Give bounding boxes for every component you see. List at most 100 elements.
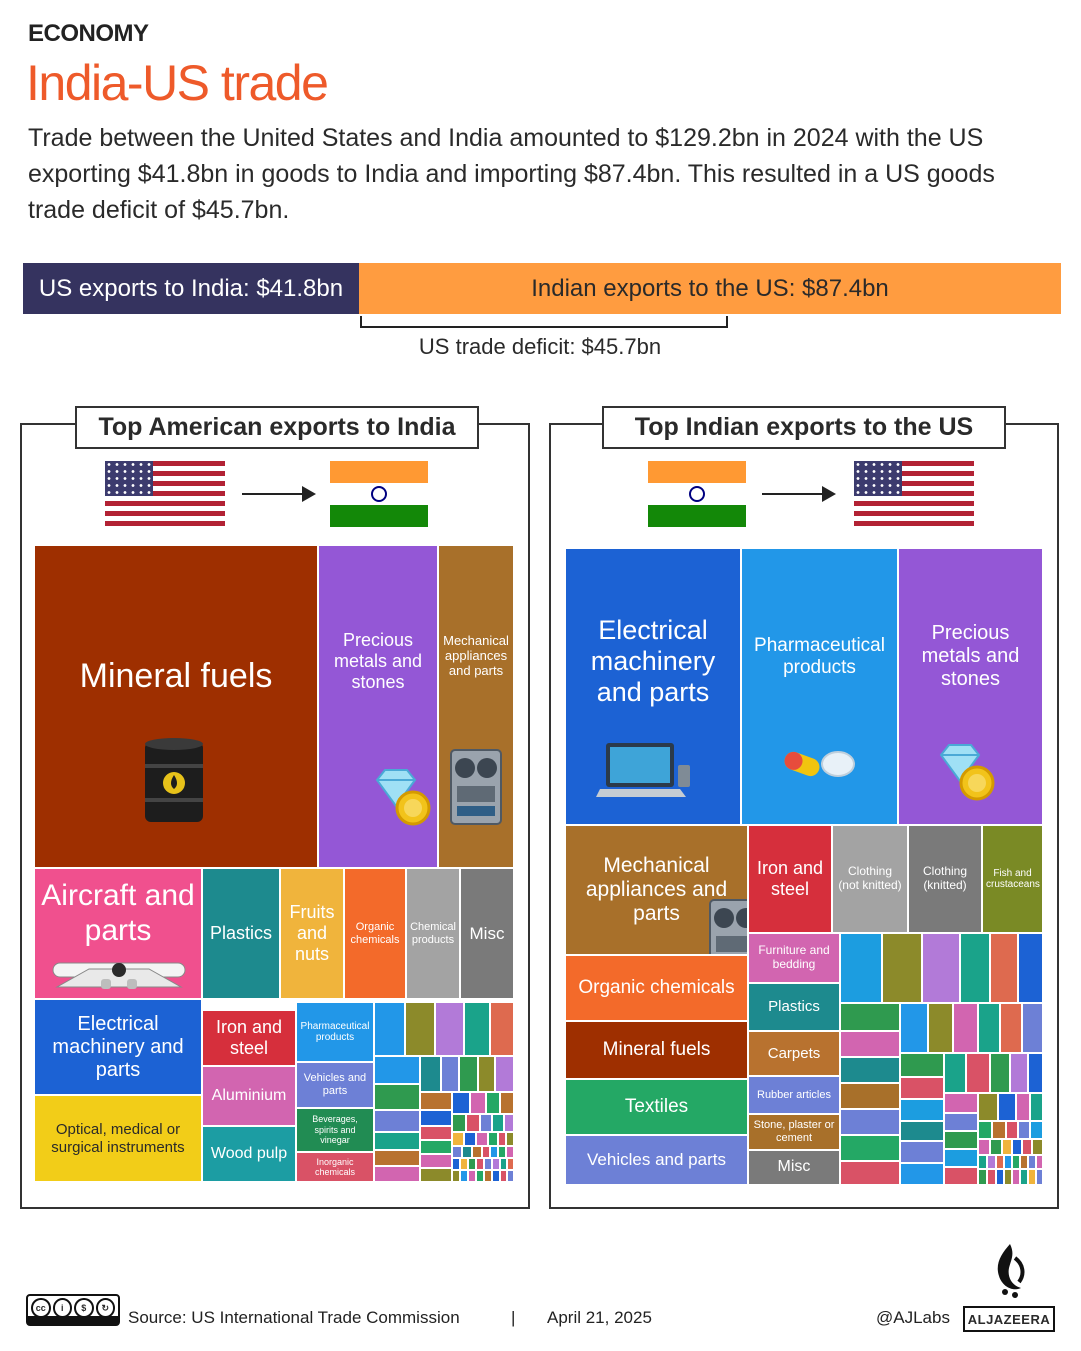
india-panel-title: Top Indian exports to the US: [602, 406, 1006, 449]
deficit-label: US trade deficit: $45.7bn: [418, 334, 662, 359]
treemap-small-cell: [405, 1002, 435, 1056]
treemap-small-cell: [498, 1146, 506, 1158]
treemap-cell-label: Mechanical appliances and parts: [443, 633, 509, 678]
treemap-cell: Chemical products: [406, 868, 460, 999]
treemap-cell: Electrical machinery and parts: [565, 548, 741, 825]
treemap-small-cell: [420, 1110, 452, 1126]
treemap-small-cell: [960, 933, 990, 1003]
treemap-small-cell: [1032, 1139, 1043, 1155]
treemap-cell: Stone, plaster or cement: [748, 1114, 840, 1150]
treemap-small-cell: [900, 1053, 944, 1077]
treemap-small-cell: [1004, 1155, 1012, 1169]
treemap-small-cell: [978, 1139, 990, 1155]
oil-barrel-icon: [139, 736, 209, 833]
treemap-small-cell: [470, 1092, 486, 1114]
treemap-cell-label: Vehicles and parts: [587, 1150, 726, 1170]
treemap-small-cell: [1028, 1169, 1036, 1185]
treemap-small-cell: [480, 1114, 492, 1132]
treemap-small-cell: [987, 1169, 996, 1185]
treemap-cell-label: Electrical machinery and parts: [590, 614, 716, 708]
treemap-small-cell: [464, 1132, 476, 1146]
treemap-small-cell: [486, 1092, 500, 1114]
treemap-small-cell: [435, 1002, 464, 1056]
treemap-cell-label: Precious metals and stones: [921, 622, 1020, 690]
treemap-small-cell: [500, 1170, 507, 1182]
treemap-cell-label: Iron and steel: [215, 1017, 283, 1058]
treemap-cell: Rubber articles: [748, 1076, 840, 1114]
treemap-small-cell: [420, 1126, 452, 1140]
treemap-small-cell: [420, 1168, 452, 1182]
handle-text: @AJLabs: [876, 1308, 950, 1327]
treemap-cell: Iron and steel: [202, 1010, 296, 1066]
treemap-small-cell: [900, 1077, 944, 1099]
treemap-cell-label: Chemical products: [410, 920, 456, 946]
treemap-small-cell: [998, 1093, 1016, 1121]
treemap-small-cell: [987, 1155, 996, 1169]
treemap-small-cell: [476, 1132, 488, 1146]
treemap-cell-label: Stone, plaster or cement: [753, 1119, 835, 1144]
treemap-cell: Misc: [748, 1150, 840, 1185]
treemap-small-cell: [900, 1099, 944, 1121]
treemap-small-cell: [944, 1149, 978, 1167]
treemap-small-cell: [1022, 1139, 1032, 1155]
treemap-small-cell: [840, 1003, 900, 1031]
india-exports-label: Indian exports to the US: $87.4bn: [531, 274, 889, 302]
treemap-cell: Beverages, spirits and vinegar: [296, 1108, 374, 1152]
treemap-cell: Iron and steel: [748, 825, 832, 933]
treemap-small-cell: [460, 1158, 468, 1170]
treemap-cell: Textiles: [565, 1079, 748, 1135]
us-exports-label: US exports to India: $41.8bn: [38, 274, 344, 302]
treemap-small-cell: [1000, 1003, 1022, 1053]
treemap-small-cell: [1028, 1053, 1043, 1093]
treemap-small-cell: [840, 933, 882, 1003]
treemap-cell-label: Electrical machinery and parts: [52, 1012, 184, 1081]
treemap-small-cell: [1020, 1169, 1028, 1185]
treemap-small-cell: [498, 1132, 506, 1146]
treemap-small-cell: [495, 1056, 514, 1092]
treemap-small-cell: [840, 1161, 900, 1185]
treemap-small-cell: [452, 1132, 464, 1146]
arrow-right-icon: [762, 486, 836, 502]
arrow-right-icon: [242, 486, 316, 502]
treemap-cell: Optical, medical or surgical instruments: [34, 1095, 202, 1182]
us-flag-icon: [854, 461, 974, 527]
treemap-small-cell: [1020, 1155, 1028, 1169]
treemap-cell: Electrical machinery and parts: [34, 999, 202, 1095]
treemap-cell: Aircraft and parts: [34, 868, 202, 999]
treemap-small-cell: [374, 1084, 420, 1110]
intro-text: Trade between the United States and Indi…: [28, 124, 995, 224]
treemap-small-cell: [374, 1132, 420, 1150]
treemap-small-cell: [900, 1121, 944, 1141]
machine-icon: [447, 746, 505, 833]
us-panel-title: Top American exports to India: [75, 406, 479, 449]
treemap-cell-label: Wood pulp: [210, 1144, 288, 1162]
treemap-small-cell: [840, 1083, 900, 1109]
treemap-small-cell: [374, 1166, 420, 1182]
treemap-small-cell: [476, 1170, 484, 1182]
treemap-cell: Furniture and bedding: [748, 933, 840, 983]
source-text: Source: US International Trade Commissio…: [128, 1308, 460, 1327]
treemap-small-cell: [452, 1092, 470, 1114]
treemap-small-cell: [507, 1170, 514, 1182]
treemap-small-cell: [492, 1114, 504, 1132]
treemap-small-cell: [476, 1158, 484, 1170]
treemap-small-cell: [1018, 933, 1043, 1003]
treemap-small-cell: [978, 1121, 992, 1139]
treemap-small-cell: [420, 1056, 441, 1092]
treemap-cell-label: Clothing (knitted): [922, 864, 968, 892]
treemap-small-cell: [882, 933, 922, 1003]
deficit-bracket: [360, 316, 728, 328]
treemap-cell-label: Textiles: [624, 1096, 689, 1118]
treemap-small-cell: [1012, 1155, 1020, 1169]
treemap-small-cell: [990, 1053, 1010, 1093]
treemap-small-cell: [462, 1146, 472, 1158]
treemap-cell: Organic chemicals: [344, 868, 406, 999]
india-flag-icon: [330, 461, 428, 527]
treemap-small-cell: [978, 1169, 987, 1185]
treemap-cell-label: Pharmaceutical products: [300, 1020, 370, 1044]
treemap-small-cell: [468, 1170, 476, 1182]
treemap-small-cell: [1002, 1139, 1012, 1155]
treemap-small-cell: [1028, 1155, 1036, 1169]
treemap-cell-label: Mineral fuels: [602, 1039, 711, 1061]
treemap-small-cell: [484, 1158, 492, 1170]
